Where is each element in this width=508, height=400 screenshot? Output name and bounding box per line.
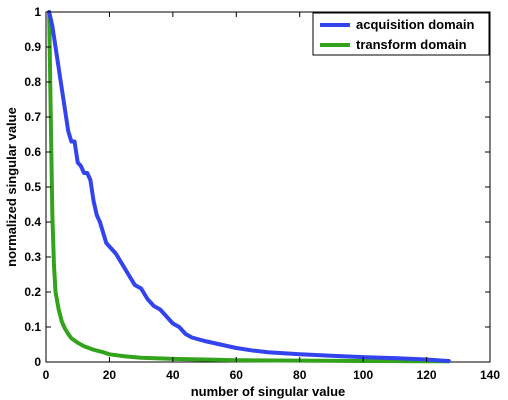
- y-tick-label: 0.4: [24, 215, 41, 229]
- series-layer: [47, 10, 451, 364]
- series-line-transform: [47, 10, 451, 364]
- x-tick-label: 60: [230, 368, 244, 382]
- y-axis-label: normalized singular value: [4, 107, 19, 267]
- y-tick-label: 0.6: [24, 145, 41, 159]
- y-tick-label: 1: [34, 5, 41, 19]
- y-tick-label: 0: [34, 355, 41, 369]
- y-tick-label: 0.5: [24, 180, 41, 194]
- x-tick-label: 0: [43, 368, 50, 382]
- legend-label-acquisition: acquisition domain: [356, 17, 475, 32]
- plot-area: [45, 11, 491, 363]
- x-tick-label: 140: [480, 368, 500, 382]
- y-tick-label: 0.9: [24, 40, 41, 54]
- legend-label-transform: transform domain: [356, 37, 467, 52]
- y-tick-label: 0.2: [24, 285, 41, 299]
- legend: acquisition domain transform domain: [312, 12, 490, 56]
- x-tick-label: 40: [166, 368, 180, 382]
- y-tick-label: 0.3: [24, 250, 41, 264]
- series-line-acquisition: [47, 10, 451, 363]
- x-tick-label: 120: [417, 368, 437, 382]
- y-tick-label: 0.8: [24, 75, 41, 89]
- x-axis: 0 20 40 60 80 100 120 140: [43, 12, 500, 382]
- x-tick-label: 80: [293, 368, 307, 382]
- legend-box: [312, 12, 490, 56]
- x-axis-label: number of singular value: [191, 384, 346, 399]
- y-tick-label: 0.1: [24, 320, 41, 334]
- y-axis: 0 0.1 0.2 0.3 0.4 0.5 0.6 0.7 0.8 0.9 1: [24, 5, 490, 369]
- x-tick-label: 100: [353, 368, 373, 382]
- x-tick-label: 20: [103, 368, 117, 382]
- y-tick-label: 0.7: [24, 110, 41, 124]
